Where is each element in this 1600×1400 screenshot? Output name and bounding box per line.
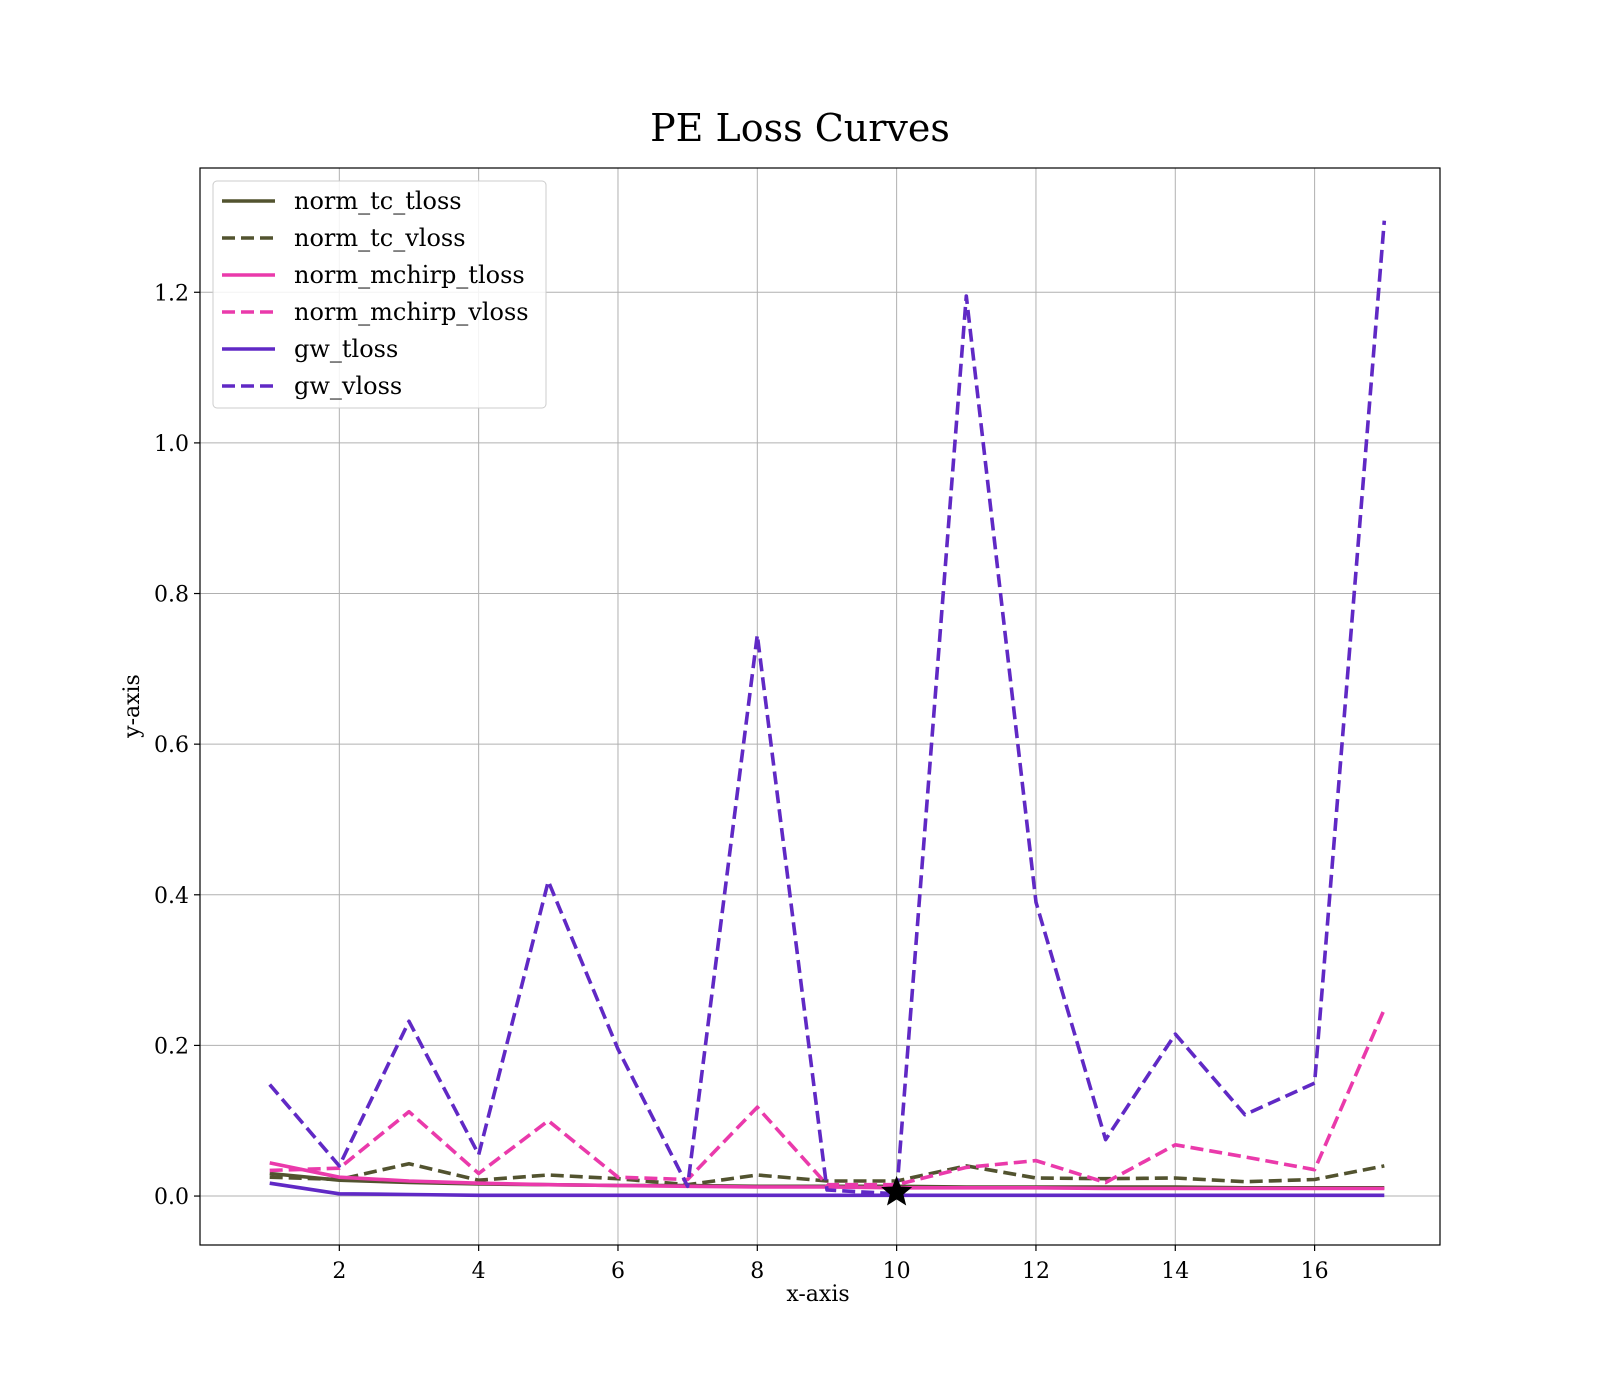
y-tick-label: 1.0 (154, 432, 189, 457)
x-tick-label: 6 (611, 1259, 625, 1284)
y-axis-ticks: 0.0 0.2 0.4 0.6 0.8 1.0 1.2 (154, 281, 200, 1210)
y-tick-label: 0.2 (154, 1034, 189, 1059)
legend-label: norm_mchirp_vloss (294, 298, 529, 326)
x-tick-label: 8 (750, 1259, 764, 1284)
legend-label: gw_tloss (294, 335, 398, 363)
plot-area-frame (199, 167, 1441, 1246)
series-line-gw-vloss (268, 220, 1387, 1196)
x-tick-label: 4 (472, 1259, 486, 1284)
x-tick-label: 10 (883, 1259, 911, 1284)
series-line-norm-tc-vloss (269, 1161, 1385, 1187)
legend-label: norm_mchirp_tloss (294, 261, 525, 289)
x-tick-label: 14 (1161, 1259, 1189, 1284)
y-tick-label: 0.8 (154, 583, 189, 608)
legend-items: norm_tc_tloss norm_tc_vloss norm_mchirp_tl… (222, 187, 529, 400)
series-line-norm-mchirp-vloss (269, 1008, 1386, 1187)
legend: norm_tc_tloss norm_tc_vloss norm_mchirp_tl… (212, 180, 547, 409)
x-tick-label: 16 (1301, 1259, 1329, 1284)
best-epoch-star-marker (881, 1175, 913, 1206)
legend-label: norm_tc_tloss (294, 187, 462, 215)
y-tick-label: 1.2 (154, 281, 189, 306)
chart-title: PE Loss Curves (650, 106, 950, 150)
y-tick-label: 0.4 (154, 884, 189, 909)
x-axis-label: x-axis (786, 1282, 849, 1307)
annotation-markers (881, 1175, 913, 1206)
x-tick-label: 12 (1022, 1259, 1050, 1284)
series-lines (268, 220, 1387, 1198)
legend-label: norm_tc_vloss (294, 224, 466, 252)
x-axis-ticks: 2 4 6 8 10 12 14 16 (332, 1245, 1329, 1284)
x-tick-label: 2 (332, 1259, 346, 1284)
legend-frame (212, 180, 547, 409)
series-line-gw-tloss (269, 1181, 1385, 1198)
y-tick-label: 0.6 (154, 733, 189, 758)
legend-label: gw_vloss (294, 372, 402, 400)
y-tick-label: 0.0 (154, 1185, 189, 1210)
y-axis-label: y-axis (120, 674, 145, 739)
